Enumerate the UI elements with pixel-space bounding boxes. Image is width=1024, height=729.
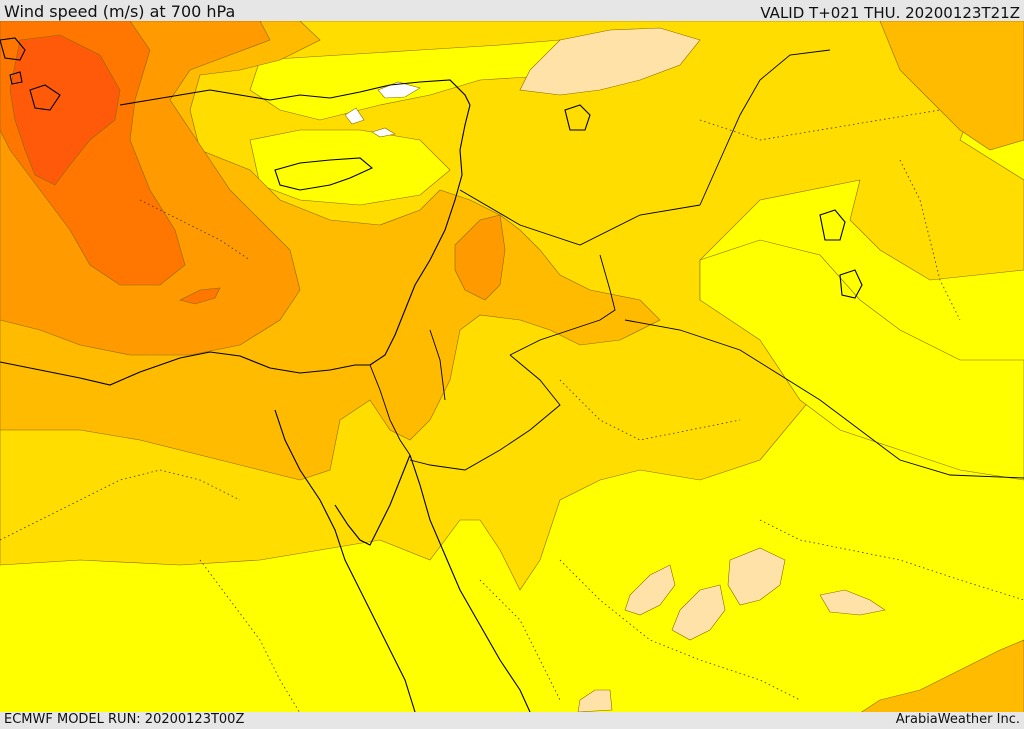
band-peach-south-2 bbox=[671, 584, 726, 641]
band-peach-south-3 bbox=[819, 589, 886, 616]
band-white-2 bbox=[344, 107, 365, 125]
header-bar: Wind speed (m/s) at 700 hPa VALID T+021 … bbox=[0, 0, 1024, 22]
borders bbox=[369, 49, 1024, 479]
valid-time-label: VALID T+021 THU. 20200123T21Z bbox=[760, 4, 1020, 22]
band-yellow-east-lobe bbox=[699, 239, 1024, 481]
band-peach-north bbox=[519, 27, 701, 96]
band-white-1 bbox=[377, 81, 421, 99]
weather-map[interactable] bbox=[0, 21, 1024, 713]
wind-speed-map-svg bbox=[0, 21, 1024, 713]
band-amber-southeast bbox=[859, 639, 1024, 713]
band-peach-south-5 bbox=[577, 689, 613, 713]
coastlines bbox=[0, 37, 863, 713]
band-amber-northeast bbox=[879, 21, 1024, 151]
model-run-label: ECMWF MODEL RUN: 20200123T00Z bbox=[4, 712, 245, 727]
map-title: Wind speed (m/s) at 700 hPa bbox=[4, 2, 236, 21]
band-redorange-core bbox=[9, 34, 121, 186]
footer-bar: ECMWF MODEL RUN: 20200123T00Z ArabiaWeat… bbox=[0, 712, 1024, 729]
band-orange-levant bbox=[454, 214, 506, 301]
band-yellow-north-strip bbox=[249, 39, 601, 121]
band-peach-south-4 bbox=[624, 564, 676, 616]
subnational-boundaries bbox=[0, 109, 1024, 713]
band-yellow-cyprus-area bbox=[249, 129, 451, 206]
band-darkorange-spot bbox=[179, 287, 221, 305]
band-white-3 bbox=[371, 127, 396, 138]
credit-label: ArabiaWeather Inc. bbox=[895, 712, 1020, 727]
band-peach-south-1 bbox=[727, 547, 786, 606]
